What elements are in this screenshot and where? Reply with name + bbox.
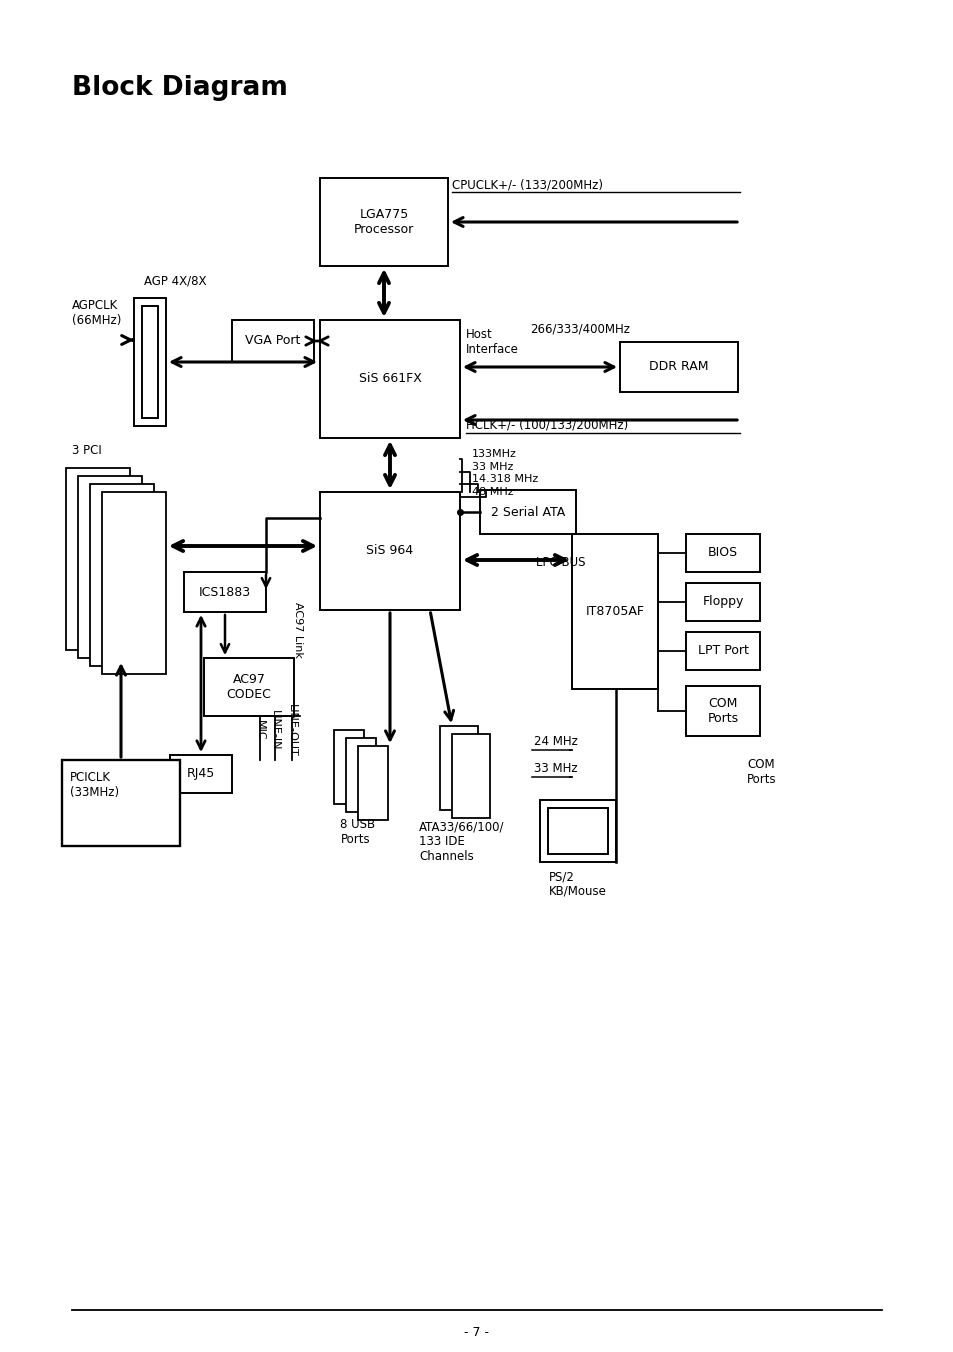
- Bar: [90, 484, 153, 667]
- Text: AGPCLK
(66MHz): AGPCLK (66MHz): [71, 299, 121, 327]
- Text: COM
Ports: COM Ports: [746, 758, 776, 786]
- Bar: [539, 800, 616, 863]
- Bar: [204, 658, 294, 717]
- Text: AC97 Link: AC97 Link: [293, 602, 303, 658]
- Text: 8 USB
Ports: 8 USB Ports: [340, 818, 375, 846]
- Bar: [334, 730, 364, 804]
- Text: PS/2
KB/Mouse: PS/2 KB/Mouse: [549, 869, 606, 898]
- Text: ATA33/66/100/
133 IDE
Channels: ATA33/66/100/ 133 IDE Channels: [418, 821, 504, 863]
- Text: LPC BUS: LPC BUS: [536, 556, 585, 568]
- Text: CPUCLK+/- (133/200MHz): CPUCLK+/- (133/200MHz): [452, 178, 602, 191]
- Text: 3 PCI: 3 PCI: [71, 443, 102, 457]
- Text: 33 MHz: 33 MHz: [534, 763, 577, 775]
- Bar: [133, 297, 166, 426]
- Text: LGA775
Processor: LGA775 Processor: [354, 208, 414, 237]
- Bar: [102, 492, 166, 675]
- Text: MIC: MIC: [254, 719, 265, 741]
- Bar: [685, 631, 760, 671]
- Text: 14.318 MHz: 14.318 MHz: [472, 475, 537, 484]
- Bar: [170, 754, 232, 794]
- Text: 33 MHz: 33 MHz: [472, 462, 513, 472]
- Text: 24 MHz: 24 MHz: [534, 735, 578, 748]
- Text: LINE-OUT: LINE-OUT: [287, 703, 296, 756]
- Bar: [685, 583, 760, 621]
- Text: AGP 4X/8X: AGP 4X/8X: [144, 274, 206, 287]
- Text: 133MHz: 133MHz: [472, 449, 517, 458]
- Bar: [572, 534, 658, 690]
- Text: RJ45: RJ45: [187, 768, 214, 780]
- Text: 2 Serial ATA: 2 Serial ATA: [491, 506, 564, 519]
- Text: HCLK+/- (100/133/200MHz): HCLK+/- (100/133/200MHz): [465, 419, 628, 433]
- Text: COM
Ports: COM Ports: [707, 698, 738, 725]
- Text: Host
Interface: Host Interface: [465, 329, 518, 356]
- Text: 266/333/400MHz: 266/333/400MHz: [530, 323, 629, 337]
- Text: LPT Port: LPT Port: [697, 645, 748, 657]
- Text: LINE-IN: LINE-IN: [270, 710, 280, 750]
- Bar: [319, 178, 448, 266]
- Text: IT8705AF: IT8705AF: [585, 604, 644, 618]
- Text: AC97
CODEC: AC97 CODEC: [226, 673, 272, 700]
- Bar: [66, 468, 130, 650]
- Bar: [452, 734, 490, 818]
- Text: VGA Port: VGA Port: [245, 334, 300, 347]
- Bar: [62, 760, 180, 846]
- Bar: [346, 738, 375, 813]
- Bar: [232, 320, 314, 362]
- Text: PCICLK
(33MHz): PCICLK (33MHz): [70, 771, 119, 799]
- Bar: [479, 489, 576, 534]
- Text: SiS 964: SiS 964: [366, 545, 414, 557]
- Bar: [142, 306, 158, 418]
- Text: Block Diagram: Block Diagram: [71, 74, 288, 101]
- Text: Floppy: Floppy: [701, 595, 743, 608]
- Bar: [184, 572, 266, 612]
- Text: SiS 661FX: SiS 661FX: [358, 373, 421, 385]
- Bar: [685, 534, 760, 572]
- Text: - 7 -: - 7 -: [464, 1325, 489, 1338]
- Bar: [547, 808, 607, 854]
- Bar: [685, 685, 760, 735]
- Text: 48 MHz: 48 MHz: [472, 487, 513, 498]
- Bar: [619, 342, 738, 392]
- Text: BIOS: BIOS: [707, 546, 738, 560]
- Bar: [357, 746, 388, 821]
- Bar: [78, 476, 142, 658]
- Bar: [439, 726, 477, 810]
- Text: DDR RAM: DDR RAM: [649, 361, 708, 373]
- Bar: [319, 320, 459, 438]
- Bar: [319, 492, 459, 610]
- Text: ICS1883: ICS1883: [199, 585, 251, 599]
